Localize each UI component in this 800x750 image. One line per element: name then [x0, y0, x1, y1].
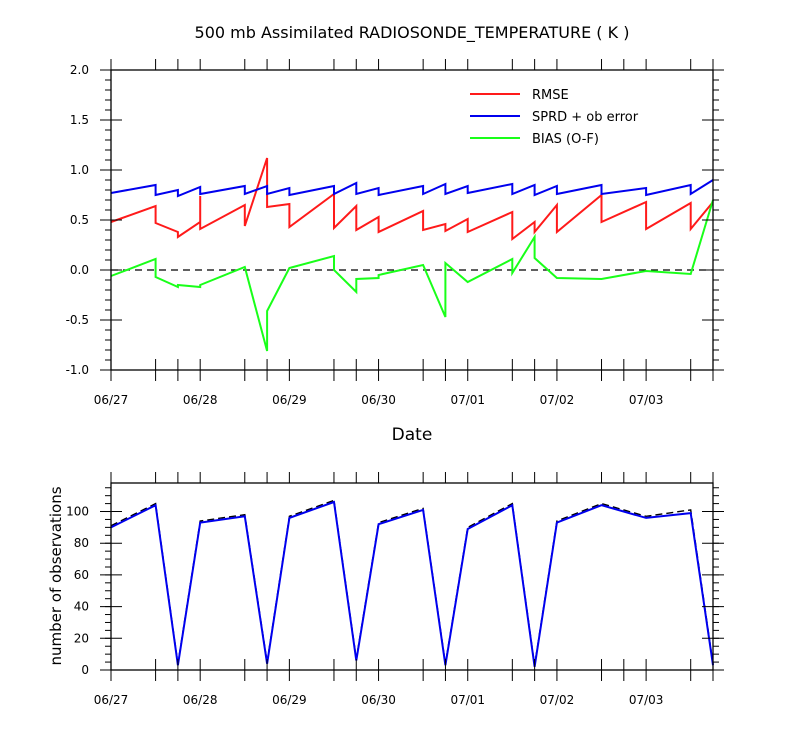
bottom-y-tick-label: 20 — [74, 631, 89, 645]
bottom-x-tick-label: 06/29 — [272, 693, 307, 707]
top-y-tick-label: 0.5 — [70, 213, 89, 227]
top-y-tick-label: 0.0 — [70, 263, 89, 277]
top-y-tick-labels: -1.0 -0.5 0.0 0.5 1.0 1.5 2.0 — [66, 63, 89, 377]
bottom-y-tick-labels: 0 20 40 60 80 100 — [66, 505, 89, 677]
top-series-layer — [110, 157, 714, 352]
bottom-y-tick-label: 60 — [74, 568, 89, 582]
legend: RMSE SPRD + ob error BIAS (O-F) — [470, 88, 639, 147]
series-line-obs-possible — [110, 499, 714, 666]
bottom-x-tick-labels: 06/27 06/28 06/29 06/30 07/01 07/02 07/03 — [94, 693, 664, 707]
bottom-y-tick-label: 40 — [74, 600, 89, 614]
top-x-tick-label: 06/30 — [361, 393, 396, 407]
bottom-x-tick-label: 06/28 — [183, 693, 218, 707]
bottom-y-tick-label: 100 — [66, 505, 89, 519]
top-x-tick-label: 07/01 — [450, 393, 485, 407]
x-axis-label: Date — [392, 425, 433, 445]
bottom-series-layer — [110, 499, 714, 667]
top-x-tick-label: 06/28 — [183, 393, 218, 407]
top-x-tick-labels: 06/27 06/28 06/29 06/30 07/01 07/02 07/03 — [94, 393, 664, 407]
top-plot: 06/27 06/28 06/29 06/30 07/01 07/02 07/03 -1.0… — [66, 59, 724, 445]
series-line-obs-used — [110, 500, 714, 667]
top-x-tick-label: 06/27 — [94, 393, 129, 407]
bottom-y-tick-label: 0 — [81, 663, 89, 677]
top-x-tick-label: 07/03 — [629, 393, 664, 407]
top-y-tick-label: 2.0 — [70, 63, 89, 77]
top-axes — [100, 59, 724, 381]
bottom-axes — [100, 472, 724, 681]
top-y-tick-label: 1.0 — [70, 163, 89, 177]
top-x-tick-label: 06/29 — [272, 393, 307, 407]
series-line-rmse — [110, 157, 714, 242]
bottom-x-tick-label: 07/02 — [540, 693, 575, 707]
bottom-x-tick-label: 07/01 — [450, 693, 485, 707]
bottom-x-tick-label: 06/27 — [94, 693, 129, 707]
bottom-x-tick-label: 06/30 — [361, 693, 396, 707]
top-y-tick-label: -1.0 — [66, 363, 89, 377]
top-y-tick-label: 1.5 — [70, 113, 89, 127]
series-line-bias — [110, 199, 714, 352]
top-y-tick-label: -0.5 — [66, 313, 89, 327]
legend-label-rmse: RMSE — [532, 88, 569, 103]
series-line-sprd-ob-error — [110, 179, 714, 198]
chart-title: 500 mb Assimilated RADIOSONDE_TEMPERATUR… — [195, 23, 630, 43]
y-axis-label-observations: number of observations — [47, 486, 65, 665]
legend-label-sprd-ob-error: SPRD + ob error — [532, 110, 639, 125]
bottom-y-tick-label: 80 — [74, 536, 89, 550]
bottom-plot: 06/27 06/28 06/29 06/30 07/01 07/02 07/03 0 20 4… — [47, 472, 724, 707]
bottom-plot-frame — [110, 482, 714, 671]
bottom-x-tick-label: 07/03 — [629, 693, 664, 707]
legend-label-bias: BIAS (O-F) — [532, 132, 599, 147]
top-x-tick-label: 07/02 — [540, 393, 575, 407]
